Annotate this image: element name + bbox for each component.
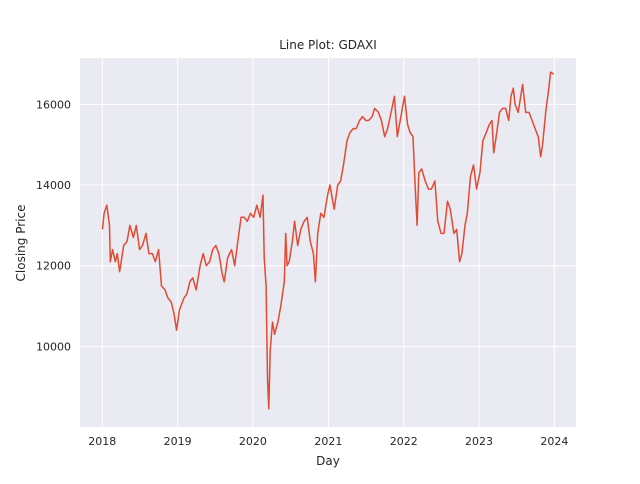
y-tick-label: 16000 <box>36 98 71 111</box>
x-tick-label: 2020 <box>239 435 267 448</box>
x-axis-label: Day <box>316 454 340 468</box>
x-tick-label: 2023 <box>465 435 493 448</box>
y-tick-label: 12000 <box>36 260 71 273</box>
y-axis-label: Closing Price <box>14 205 28 282</box>
y-tick-labels: 10000 12000 14000 16000 <box>36 98 71 353</box>
x-tick-label: 2018 <box>88 435 116 448</box>
x-tick-label: 2022 <box>390 435 418 448</box>
series-line <box>101 71 555 410</box>
y-tick-label: 14000 <box>36 179 71 192</box>
x-tick-label: 2019 <box>164 435 192 448</box>
y-tick-label: 10000 <box>36 340 71 353</box>
chart-title: Line Plot: GDAXI <box>279 38 377 52</box>
grid-lines <box>80 58 576 427</box>
x-tick-label: 2021 <box>314 435 342 448</box>
x-tick-label: 2024 <box>540 435 568 448</box>
x-tick-labels: 2018 2019 2020 2021 2022 2023 2024 <box>88 435 568 448</box>
